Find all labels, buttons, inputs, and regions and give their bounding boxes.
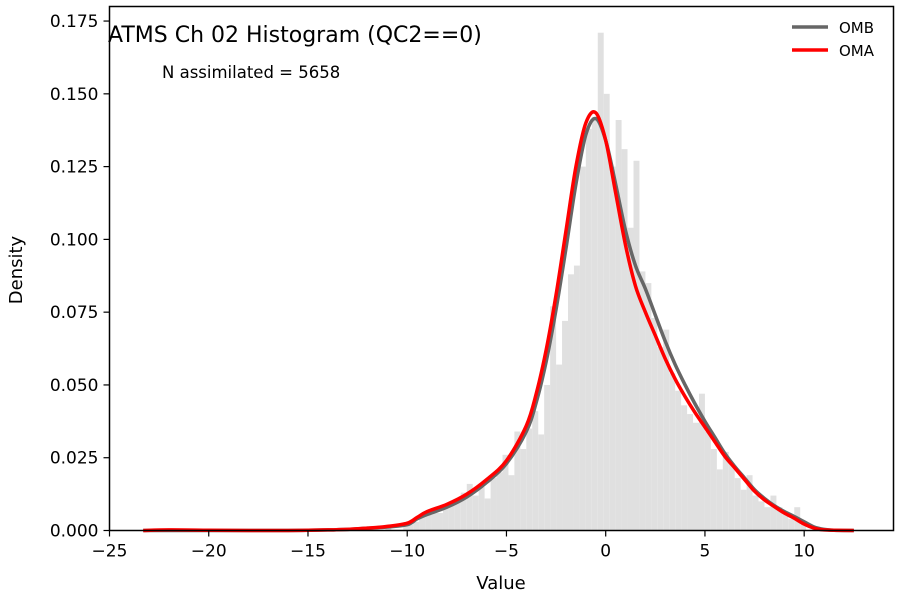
histogram-bar [722, 451, 729, 531]
histogram-bar [740, 489, 747, 531]
histogram-bar [538, 434, 545, 531]
histogram-bar [544, 384, 551, 531]
y-tick-label: 0.075 [50, 303, 99, 323]
histogram-bar [496, 472, 503, 531]
x-tick-label: 10 [793, 542, 815, 562]
histogram-bar [579, 166, 586, 531]
histogram-bar [550, 306, 557, 531]
x-tick-label: 0 [600, 542, 611, 562]
histogram-bar [454, 501, 461, 531]
histogram-bar [704, 431, 711, 531]
histogram-bar [687, 414, 694, 531]
x-tick-label: 5 [700, 542, 711, 562]
y-tick-label: 0.000 [50, 522, 99, 542]
histogram-bar [734, 478, 741, 531]
histogram-bar [567, 274, 574, 531]
x-tick-label: −5 [494, 542, 519, 562]
y-axis-label: Density [6, 235, 27, 304]
histogram-bar [621, 149, 628, 531]
histogram-bar [669, 373, 676, 531]
histogram-bar [484, 498, 491, 531]
histogram-bar [681, 405, 688, 531]
histogram-bar [436, 513, 443, 531]
histogram-bar [472, 495, 479, 531]
y-tick-label: 0.175 [50, 12, 99, 32]
histogram-bar [609, 166, 616, 531]
histogram-bar [556, 364, 563, 531]
histogram-bar [419, 515, 426, 531]
x-axis-label: Value [476, 573, 525, 594]
histogram-bar [716, 469, 723, 531]
histogram-bar [675, 390, 682, 531]
x-tick-label: −10 [389, 542, 425, 562]
histogram-bar [758, 501, 765, 531]
histogram-bar [425, 513, 432, 531]
histogram-bar [800, 524, 807, 531]
histogram-bar [508, 475, 515, 531]
histogram-bar [562, 320, 568, 531]
histogram-bar [431, 510, 437, 531]
histogram-bar [591, 117, 598, 531]
plot-frame [108, 5, 895, 532]
y-tick-label: 0.125 [50, 158, 99, 178]
histogram-bar [603, 93, 610, 531]
histogram-bar [728, 463, 735, 531]
histogram-bar [385, 527, 392, 531]
legend: OMB OMA [792, 19, 875, 60]
histogram-bar [710, 448, 717, 531]
y-tick-label: 0.050 [50, 376, 99, 396]
x-axis-ticks: −25 −20 −15 −10 −5 0 5 10 [92, 530, 815, 562]
histogram-bar [466, 483, 473, 531]
histogram-bar [645, 283, 652, 531]
histogram-bar [442, 507, 449, 531]
chart-title: ATMS Ch 02 Histogram (QC2==0) [108, 23, 482, 48]
density-line-oma [143, 110, 854, 533]
histogram-bar [490, 478, 497, 531]
histogram-bar [651, 317, 658, 531]
x-tick-label: −25 [92, 542, 128, 562]
histogram-bar [478, 486, 485, 531]
y-tick-label: 0.025 [50, 449, 99, 469]
histogram-bar [448, 504, 455, 531]
histogram-bar [746, 475, 753, 531]
histogram-bar [526, 428, 533, 531]
histogram-bar [698, 393, 705, 531]
histogram-bar [782, 513, 789, 531]
histogram-bar [502, 454, 509, 531]
histogram-bar [403, 525, 410, 531]
histogram-bar [764, 507, 771, 531]
histogram-bar [615, 120, 622, 531]
histogram-bar [752, 495, 759, 531]
histogram-bar [585, 128, 592, 531]
histogram-bar [776, 507, 783, 531]
legend-oma-label: OMA [839, 42, 875, 60]
histogram-bar [657, 347, 664, 531]
histogram-bar [532, 411, 539, 531]
histogram-bar [693, 422, 699, 531]
density-curves [143, 110, 854, 533]
histogram-bar [597, 32, 604, 531]
y-tick-label: 0.150 [50, 85, 99, 105]
histogram-bar [788, 518, 795, 531]
histogram-bar [413, 521, 420, 531]
histogram-bar [627, 227, 634, 531]
histogram-bar [633, 160, 640, 531]
histogram-bars [367, 32, 807, 531]
histogram-bar [460, 492, 467, 531]
histogram-bar [639, 271, 646, 531]
histogram-bar [407, 524, 414, 531]
histogram-bar [663, 329, 670, 531]
y-axis-ticks: 0.000 0.025 0.050 0.075 0.100 0.125 0.150 0.175 [50, 12, 110, 542]
histogram-bar [573, 265, 580, 531]
histogram-bar [520, 448, 527, 531]
x-tick-label: −15 [290, 542, 326, 562]
histogram-bar [770, 495, 777, 531]
y-tick-label: 0.100 [50, 230, 99, 250]
x-tick-label: −20 [191, 542, 227, 562]
histogram-bar [514, 431, 521, 531]
n-assimilated-annotation: N assimilated = 5658 [162, 63, 340, 82]
legend-omb-label: OMB [839, 19, 874, 37]
